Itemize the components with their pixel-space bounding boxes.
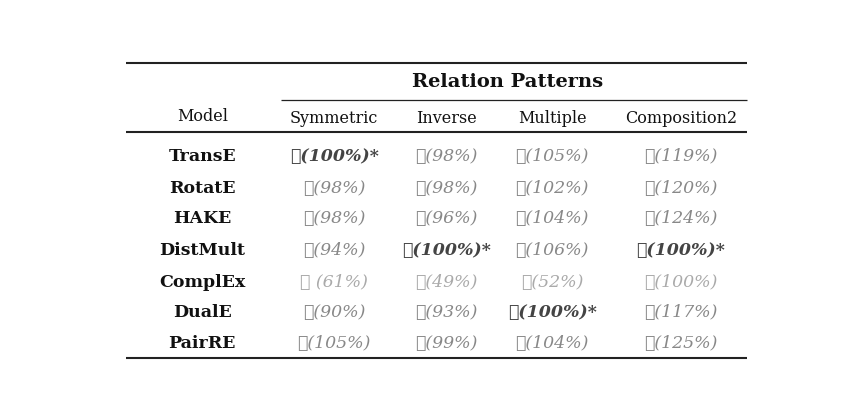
Text: ✗(106%): ✗(106%): [515, 242, 589, 259]
Text: ✓(99%): ✓(99%): [416, 334, 478, 351]
Text: TransE: TransE: [169, 147, 236, 164]
Text: ✓(104%): ✓(104%): [515, 334, 589, 351]
Text: RotatE: RotatE: [169, 179, 235, 196]
Text: ✗(52%): ✗(52%): [521, 273, 584, 290]
Text: PairRE: PairRE: [169, 334, 236, 351]
Text: Symmetric: Symmetric: [291, 109, 378, 126]
Text: ✗(100%)*: ✗(100%)*: [636, 242, 725, 259]
Text: DualE: DualE: [173, 304, 232, 320]
Text: ✗(100%): ✗(100%): [644, 273, 717, 290]
Text: ✓(93%): ✓(93%): [416, 304, 478, 320]
Text: ✓(96%): ✓(96%): [416, 210, 478, 227]
Text: ✗(100%)*: ✗(100%)*: [290, 147, 379, 164]
Text: ✗(102%): ✗(102%): [515, 179, 589, 196]
Text: ✓(98%): ✓(98%): [303, 210, 366, 227]
Text: Composition2: Composition2: [625, 109, 737, 126]
Text: ✓(98%): ✓(98%): [416, 179, 478, 196]
Text: Model: Model: [176, 108, 227, 125]
Text: ✓ (61%): ✓ (61%): [301, 273, 368, 290]
Text: ✓(49%): ✓(49%): [416, 273, 478, 290]
Text: ✓(119%): ✓(119%): [644, 147, 717, 164]
Text: HAKE: HAKE: [173, 210, 232, 227]
Text: ✓(100%)*: ✓(100%)*: [508, 304, 596, 320]
Text: ✓(124%): ✓(124%): [644, 210, 717, 227]
Text: ✓(98%): ✓(98%): [416, 147, 478, 164]
Text: ✓(105%): ✓(105%): [297, 334, 371, 351]
Text: ✓(98%): ✓(98%): [303, 179, 366, 196]
Text: ✗(105%): ✗(105%): [515, 147, 589, 164]
Text: ✓(125%): ✓(125%): [644, 334, 717, 351]
Text: Relation Patterns: Relation Patterns: [412, 72, 603, 90]
Text: ✓(117%): ✓(117%): [644, 304, 717, 320]
Text: ✗(100%)*: ✗(100%)*: [402, 242, 491, 259]
Text: ✓(94%): ✓(94%): [303, 242, 366, 259]
Text: DistMult: DistMult: [159, 242, 245, 259]
Text: ✗(104%): ✗(104%): [515, 210, 589, 227]
Text: Inverse: Inverse: [416, 109, 477, 126]
Text: ✓(90%): ✓(90%): [303, 304, 366, 320]
Text: ComplEx: ComplEx: [159, 273, 245, 290]
Text: ✓(120%): ✓(120%): [644, 179, 717, 196]
Text: Multiple: Multiple: [518, 109, 586, 126]
